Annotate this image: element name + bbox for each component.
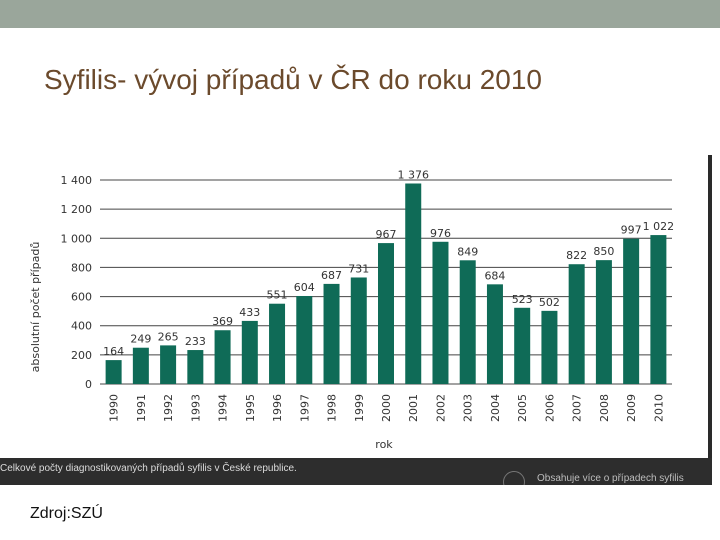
bar xyxy=(132,347,149,384)
bar xyxy=(432,241,449,384)
data-label: 849 xyxy=(457,245,478,258)
x-tick-label: 2004 xyxy=(489,394,502,422)
x-tick-label: 1993 xyxy=(189,394,202,422)
data-label: 433 xyxy=(239,306,260,319)
x-tick-label: 2001 xyxy=(407,394,420,422)
top-band xyxy=(0,0,720,28)
data-label: 687 xyxy=(321,269,342,282)
bar xyxy=(269,303,286,384)
x-tick-label: 1990 xyxy=(108,394,121,422)
y-tick-label: 200 xyxy=(71,349,92,362)
y-tick-label: 1 400 xyxy=(61,174,93,187)
bar xyxy=(105,360,122,384)
data-label: 997 xyxy=(621,224,642,237)
bar xyxy=(623,238,640,384)
data-label: 551 xyxy=(267,289,288,302)
bar xyxy=(514,307,531,384)
bar xyxy=(378,243,394,384)
x-tick-label: 1998 xyxy=(326,394,339,422)
x-tick-label: 1999 xyxy=(353,394,366,422)
bar xyxy=(568,264,585,384)
circle-icon xyxy=(503,471,525,485)
data-label: 967 xyxy=(376,228,397,241)
bar xyxy=(323,283,340,384)
x-tick-label: 1995 xyxy=(244,394,257,422)
bar xyxy=(160,345,177,384)
bar xyxy=(350,277,367,384)
data-label: 523 xyxy=(512,293,533,306)
bar xyxy=(296,295,313,384)
bar xyxy=(486,284,503,384)
x-axis-label: rok xyxy=(375,438,393,451)
data-labels: 164 249 265 233 369 433 551 604 687 731 967 1 376 97… xyxy=(103,168,674,358)
y-tick-label: 400 xyxy=(71,320,92,333)
source-note: Zdroj:SZÚ xyxy=(30,505,103,522)
data-label: 976 xyxy=(430,227,451,240)
y-tick-labels: 0 200 400 600 800 1 000 1 200 1 400 xyxy=(61,174,93,391)
data-label: 1 376 xyxy=(397,168,429,181)
x-tick-labels: 1990 1991 1992 1993 1994 1995 1996 1997 1998 1999… xyxy=(108,394,666,422)
data-label: 249 xyxy=(130,333,151,346)
x-tick-label: 2002 xyxy=(434,394,447,422)
bar xyxy=(541,310,558,384)
x-tick-label: 2007 xyxy=(571,394,584,422)
bar xyxy=(214,330,231,384)
x-tick-label: 2005 xyxy=(516,394,529,422)
caption-strip: Celkové počty diagnostikovaných případů … xyxy=(0,458,712,485)
y-tick-label: 1 200 xyxy=(61,203,93,216)
bar xyxy=(405,183,422,384)
bar xyxy=(241,320,258,384)
bar xyxy=(595,260,612,384)
data-label: 164 xyxy=(103,345,124,358)
x-tick-label: 2000 xyxy=(380,394,393,422)
data-label: 369 xyxy=(212,315,233,328)
data-label: 233 xyxy=(185,335,206,348)
x-tick-label: 1996 xyxy=(271,394,284,422)
y-tick-label: 600 xyxy=(71,291,92,304)
y-tick-label: 800 xyxy=(71,261,92,274)
data-label: 850 xyxy=(593,245,614,258)
data-label: 822 xyxy=(566,249,587,262)
x-tick-label: 2009 xyxy=(625,394,638,422)
bar xyxy=(650,235,667,384)
x-tick-label: 2010 xyxy=(652,394,665,422)
x-tick-label: 2003 xyxy=(462,394,475,422)
slide-title: Syfilis- vývoj případů v ČR do roku 2010 xyxy=(44,64,542,95)
data-label: 684 xyxy=(484,269,505,282)
data-label: 731 xyxy=(348,262,369,275)
x-tick-label: 2008 xyxy=(598,394,611,422)
chart-frame: 0 200 400 600 800 1 000 1 200 1 400 164 249 265 23… xyxy=(0,155,712,485)
bars xyxy=(105,183,667,384)
strip-link-text[interactable]: Obsahuje více o případech syfilis xyxy=(537,473,684,484)
x-tick-label: 1991 xyxy=(135,394,148,422)
data-label: 604 xyxy=(294,281,315,294)
figure-caption: Celkové počty diagnostikovaných případů … xyxy=(0,463,297,474)
data-label: 265 xyxy=(158,330,179,343)
x-tick-label: 1994 xyxy=(217,394,230,422)
bar xyxy=(187,350,204,384)
y-axis-label: absolutní počet případů xyxy=(29,242,42,373)
x-tick-label: 2006 xyxy=(543,394,556,422)
data-label: 1 022 xyxy=(643,220,675,233)
y-tick-label: 0 xyxy=(85,378,92,391)
x-tick-label: 1992 xyxy=(162,394,175,422)
bar-chart: 0 200 400 600 800 1 000 1 200 1 400 164 249 265 23… xyxy=(29,168,674,451)
y-tick-label: 1 000 xyxy=(61,232,93,245)
bar xyxy=(459,260,476,384)
data-label: 502 xyxy=(539,296,560,309)
x-tick-label: 1997 xyxy=(298,394,311,422)
